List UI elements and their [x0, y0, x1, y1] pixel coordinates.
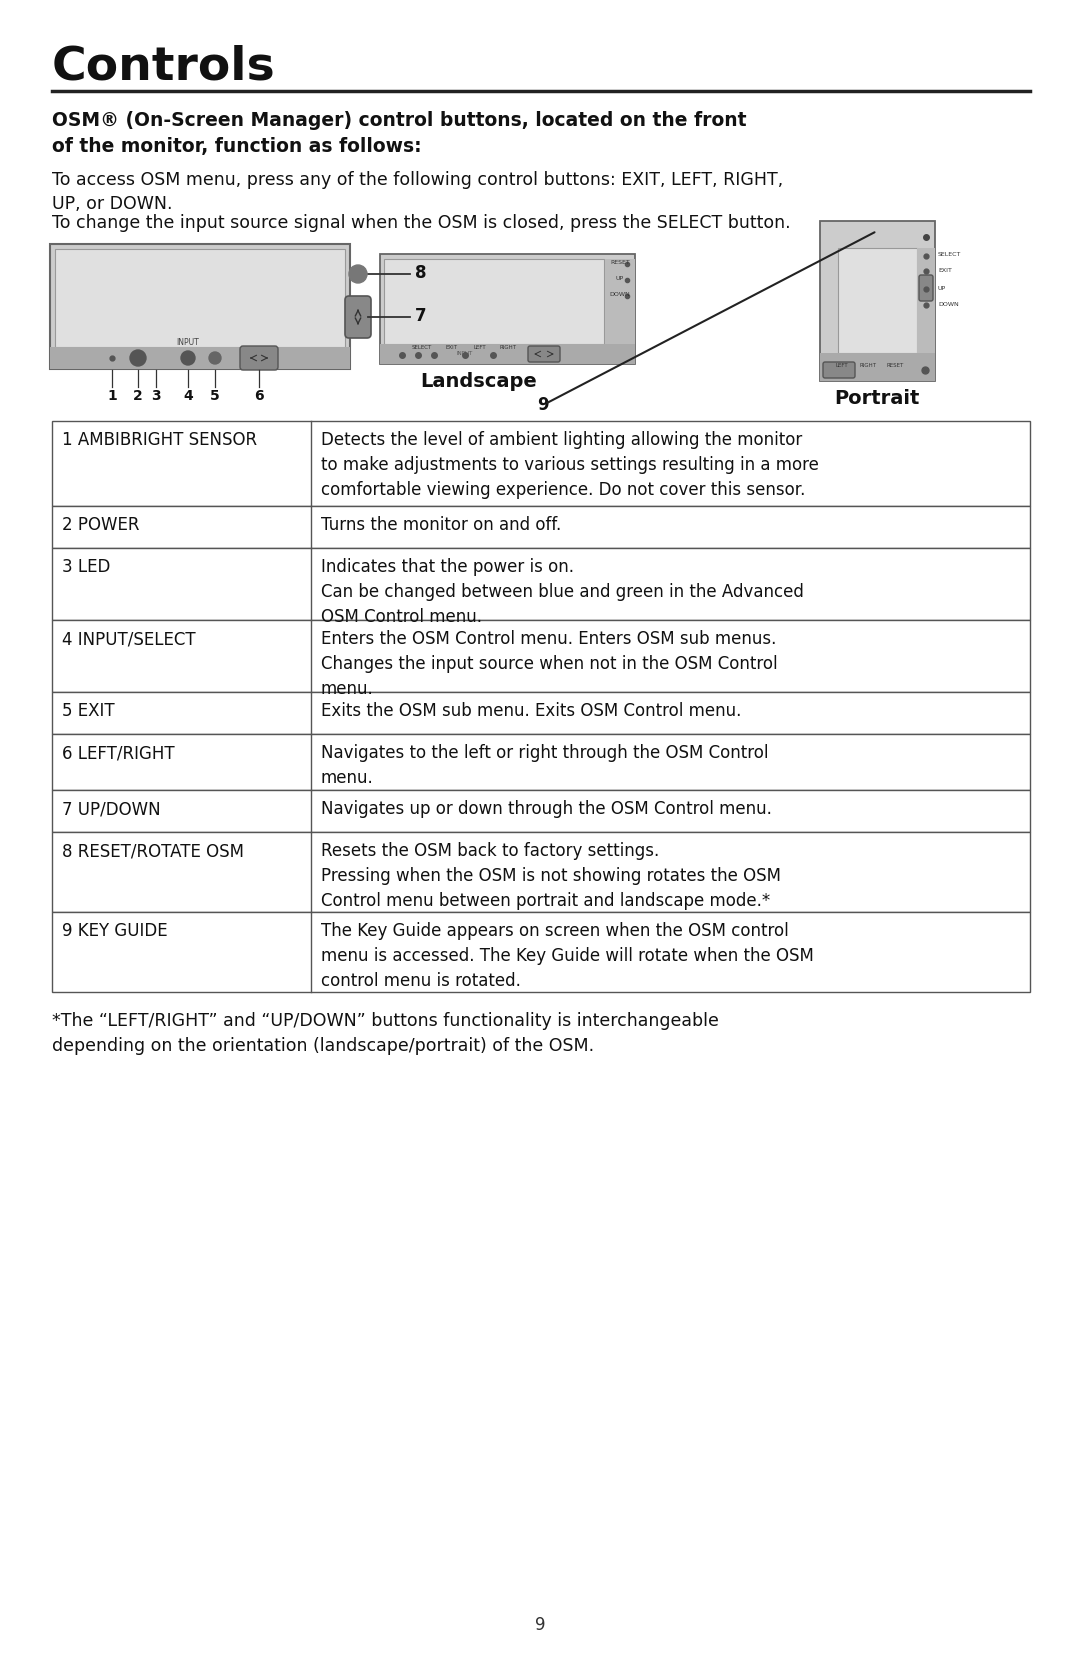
Circle shape: [130, 350, 146, 366]
Bar: [380, 344, 635, 364]
Text: INPUT: INPUT: [457, 350, 473, 355]
Text: SELECT: SELECT: [939, 252, 961, 257]
Bar: [50, 347, 350, 369]
Bar: [380, 254, 635, 364]
Text: 9: 9: [535, 1616, 545, 1634]
Text: RIGHT: RIGHT: [860, 362, 877, 367]
Text: To change the input source signal when the OSM is closed, press the SELECT butto: To change the input source signal when t…: [52, 214, 791, 232]
Bar: [52, 734, 1030, 789]
FancyBboxPatch shape: [919, 275, 933, 300]
Text: The Key Guide appears on screen when the OSM control
menu is accessed. The Key G: The Key Guide appears on screen when the…: [321, 921, 814, 990]
Text: 3: 3: [151, 389, 161, 402]
Text: 7 UP/DOWN: 7 UP/DOWN: [62, 799, 161, 818]
Text: OSM® (On-Screen Manager) control buttons, located on the front
of the monitor, f: OSM® (On-Screen Manager) control buttons…: [52, 112, 746, 155]
FancyBboxPatch shape: [823, 362, 855, 377]
Text: To access OSM menu, press any of the following control buttons: EXIT, LEFT, RIGH: To access OSM menu, press any of the fol…: [52, 170, 783, 212]
Bar: [52, 833, 1030, 911]
Bar: [52, 789, 1030, 833]
Text: Controls: Controls: [52, 45, 275, 90]
Text: Portrait: Portrait: [835, 389, 920, 407]
Text: Navigates to the left or right through the OSM Control
menu.: Navigates to the left or right through t…: [321, 744, 769, 788]
Text: SELECT: SELECT: [411, 345, 432, 350]
Text: LEFT: LEFT: [836, 362, 848, 367]
Text: Navigates up or down through the OSM Control menu.: Navigates up or down through the OSM Con…: [321, 799, 772, 818]
FancyBboxPatch shape: [240, 345, 278, 371]
Text: *The “LEFT/RIGHT” and “UP/DOWN” buttons functionality is interchangeable
dependi: *The “LEFT/RIGHT” and “UP/DOWN” buttons …: [52, 1011, 719, 1055]
Text: UP: UP: [616, 275, 624, 280]
Text: DOWN: DOWN: [609, 292, 631, 297]
Circle shape: [181, 350, 195, 366]
Text: Indicates that the power is on.
Can be changed between blue and green in the Adv: Indicates that the power is on. Can be c…: [321, 557, 804, 626]
Text: 4 INPUT/SELECT: 4 INPUT/SELECT: [62, 629, 195, 648]
Text: Turns the monitor on and off.: Turns the monitor on and off.: [321, 516, 562, 534]
Text: 5 EXIT: 5 EXIT: [62, 703, 114, 719]
Text: 1 AMBIBRIGHT SENSOR: 1 AMBIBRIGHT SENSOR: [62, 431, 257, 449]
Circle shape: [349, 265, 367, 284]
Text: Detects the level of ambient lighting allowing the monitor
to make adjustments t: Detects the level of ambient lighting al…: [321, 431, 819, 499]
Text: DOWN: DOWN: [939, 302, 959, 307]
Bar: [605, 259, 635, 344]
Text: 1: 1: [107, 389, 117, 402]
Bar: [52, 911, 1030, 991]
Bar: [384, 259, 604, 344]
Circle shape: [210, 352, 221, 364]
Bar: [52, 506, 1030, 547]
Text: 2: 2: [133, 389, 143, 402]
Bar: [52, 547, 1030, 619]
Text: 3 LED: 3 LED: [62, 557, 110, 576]
Bar: [917, 249, 935, 354]
Text: UP: UP: [939, 285, 946, 290]
Text: 9: 9: [537, 396, 549, 414]
Text: RESET: RESET: [887, 362, 904, 367]
FancyBboxPatch shape: [528, 345, 561, 362]
Bar: [52, 619, 1030, 693]
Text: Exits the OSM sub menu. Exits OSM Control menu.: Exits the OSM sub menu. Exits OSM Contro…: [321, 703, 741, 719]
Text: INPUT: INPUT: [177, 339, 200, 347]
Bar: [838, 249, 917, 354]
Text: 9 KEY GUIDE: 9 KEY GUIDE: [62, 921, 167, 940]
Text: 5: 5: [211, 389, 220, 402]
Text: 7: 7: [415, 307, 427, 325]
Bar: [55, 249, 345, 347]
Text: Enters the OSM Control menu. Enters OSM sub menus.
Changes the input source when: Enters the OSM Control menu. Enters OSM …: [321, 629, 778, 698]
Text: 8: 8: [415, 264, 427, 282]
Text: 6: 6: [254, 389, 264, 402]
Text: 8 RESET/ROTATE OSM: 8 RESET/ROTATE OSM: [62, 841, 244, 860]
Text: EXIT: EXIT: [446, 345, 458, 350]
Text: 2 POWER: 2 POWER: [62, 516, 139, 534]
Text: RESET: RESET: [610, 260, 630, 265]
Text: 4: 4: [184, 389, 193, 402]
Text: RIGHT: RIGHT: [499, 345, 516, 350]
Text: LEFT: LEFT: [474, 345, 486, 350]
Bar: [820, 220, 935, 381]
Text: Landscape: Landscape: [420, 372, 537, 391]
Bar: [50, 244, 350, 369]
Bar: [52, 693, 1030, 734]
Text: 6 LEFT/RIGHT: 6 LEFT/RIGHT: [62, 744, 175, 763]
FancyBboxPatch shape: [345, 295, 372, 339]
Bar: [52, 421, 1030, 506]
Bar: [820, 354, 935, 381]
Text: Resets the OSM back to factory settings.
Pressing when the OSM is not showing ro: Resets the OSM back to factory settings.…: [321, 841, 781, 910]
Text: EXIT: EXIT: [939, 267, 951, 272]
